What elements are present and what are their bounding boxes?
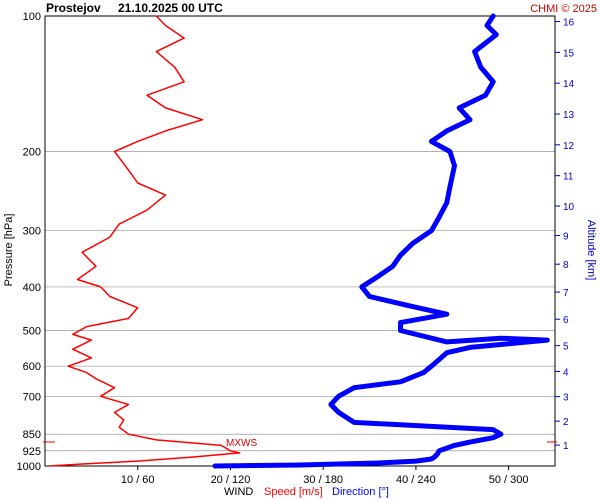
series-layer <box>49 13 550 469</box>
pressure-tick-label: 850 <box>23 429 41 441</box>
altitude-tick-label: 16 <box>563 18 575 29</box>
x-tick-label: 10 / 60 <box>121 474 155 486</box>
pressure-tick-label: 600 <box>23 361 41 373</box>
altitude-tick-label: 5 <box>563 342 569 353</box>
pressure-tick-label: 500 <box>23 326 41 338</box>
altitude-axis-label: Altitude [km] <box>585 220 597 281</box>
altitude-tick-label: 14 <box>563 79 575 90</box>
pressure-tick-label: 100 <box>23 11 41 23</box>
pressure-axis: 100 200 300 400 500 600 700 850 925 1000 <box>17 11 41 473</box>
station-title: Prostejov <box>46 1 101 15</box>
altitude-tick-label: 12 <box>563 141 575 152</box>
speed-series-line <box>49 15 241 467</box>
footer-speed: Speed [m/s] <box>264 486 323 498</box>
altitude-tick-label: 8 <box>563 260 569 271</box>
pressure-tick-label: 700 <box>23 391 41 403</box>
altitude-tick-label: 7 <box>563 288 569 299</box>
speed-direction-axis: 10 / 60 20 / 120 30 / 180 40 / 240 50 / 300 <box>121 466 529 486</box>
altitude-tick-label: 13 <box>563 110 575 121</box>
altitude-tick-label: 6 <box>563 315 569 326</box>
altitude-tick-label: 1 <box>563 441 569 452</box>
datetime-title: 21.10.2025 00 UTC <box>118 1 223 15</box>
pressure-tick-label: 925 <box>23 446 41 458</box>
altitude-tick-label: 2 <box>563 417 569 428</box>
x-tick-label: 50 / 300 <box>489 474 529 486</box>
x-tick-label: 40 / 240 <box>396 474 436 486</box>
pressure-tick-label: 1000 <box>17 461 41 473</box>
x-tick-label: 30 / 180 <box>303 474 343 486</box>
copyright: CHMI © 2025 <box>530 3 597 15</box>
altitude-tick-label: 10 <box>563 202 575 213</box>
altitude-tick-label: 15 <box>563 48 575 59</box>
footer-direction: Direction [°] <box>332 486 389 498</box>
pressure-axis-label: Pressure [hPa] <box>3 214 15 287</box>
pressure-tick-label: 200 <box>23 146 41 158</box>
direction-series-line <box>212 13 550 469</box>
altitude-tick-label: 9 <box>563 232 569 243</box>
pressure-tick-label: 400 <box>23 282 41 294</box>
altitude-tick-label: 3 <box>563 393 569 404</box>
x-tick-label: 20 / 120 <box>211 474 251 486</box>
altitude-tick-label: 11 <box>563 172 574 183</box>
pressure-tick-label: 300 <box>23 226 41 238</box>
altitude-tick-label: 4 <box>563 367 569 378</box>
footer-wind: WIND <box>224 486 253 498</box>
mxws-label: MXWS <box>226 438 257 449</box>
